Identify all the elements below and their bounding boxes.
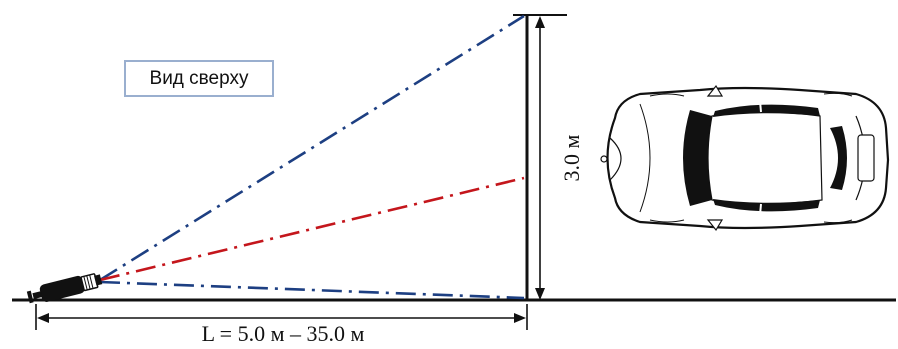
car-top-view-icon bbox=[600, 84, 890, 232]
ray-upper-blue bbox=[99, 14, 525, 282]
length-dimension bbox=[35, 304, 528, 330]
view-label: Вид сверху bbox=[124, 60, 274, 97]
length-dimension-label: L = 5.0 м – 35.0 м bbox=[202, 321, 365, 345]
camera-icon bbox=[26, 273, 103, 304]
ray-lower-blue bbox=[99, 280, 525, 300]
height-dimension-label: 3.0 м bbox=[559, 134, 584, 181]
height-dimension bbox=[535, 16, 545, 300]
ray-middle-red bbox=[99, 176, 525, 282]
